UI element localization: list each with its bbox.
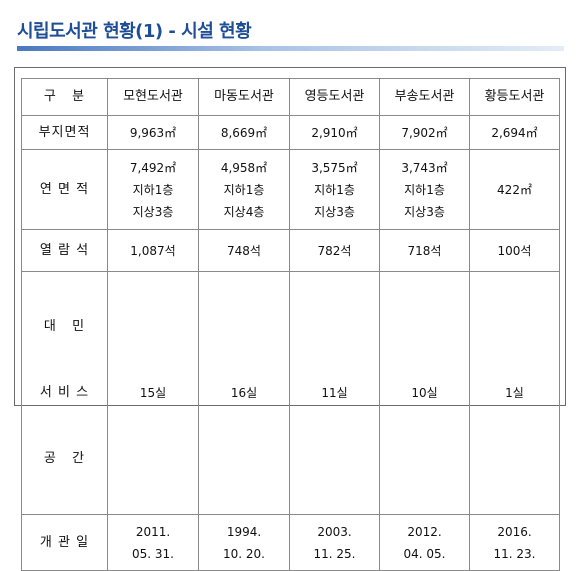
row-label-public-service-space: 대 민 서 비 스 공 간 xyxy=(21,271,108,515)
table-cell: 748석 xyxy=(198,229,290,272)
table-cell: 1994. 10. 20. xyxy=(198,514,290,571)
row-label-floor-area: 연 면 적 xyxy=(21,149,108,230)
cell-line: 9,963㎡ xyxy=(129,125,177,140)
table-cell: 422㎡ xyxy=(469,149,560,230)
cell-line: 4,958㎡ xyxy=(220,160,268,175)
cell-line: 지상4층 xyxy=(223,204,265,219)
table-cell: 16실 xyxy=(198,271,290,515)
corner-header: 구 분 xyxy=(21,78,108,116)
row-label-line: 개 관 일 xyxy=(39,534,90,550)
table-frame: 구 분 모현도서관 마동도서관 영등도서관 부송도서관 황등도서관 부지면적 9… xyxy=(14,67,566,571)
cell-line: 지하1층 xyxy=(223,182,265,197)
table-cell: 782석 xyxy=(289,229,380,272)
row-label-line: 열 람 석 xyxy=(39,242,90,258)
table-cell: 8,669㎡ xyxy=(198,115,290,150)
cell-line: 지상3층 xyxy=(132,204,174,219)
cell-line: 100석 xyxy=(497,243,532,258)
table-cell: 2003. 11. 25. xyxy=(289,514,380,571)
table-cell: 2016. 11. 23. xyxy=(469,514,560,571)
cell-line: 04. 05. xyxy=(403,546,446,561)
cell-line: 지하1층 xyxy=(132,182,174,197)
row-label-line: 부지면적 xyxy=(38,124,91,140)
table-row: 부지면적 9,963㎡ 8,669㎡ 2,910㎡ 7,902㎡ 2,694㎡ xyxy=(21,115,560,150)
row-label-reading-seats: 열 람 석 xyxy=(21,229,108,272)
cell-line: 지상3층 xyxy=(404,204,445,219)
cell-line: 1실 xyxy=(505,386,524,400)
table-header-row: 구 분 모현도서관 마동도서관 영등도서관 부송도서관 황등도서관 xyxy=(21,78,560,116)
cell-line: 8,669㎡ xyxy=(220,125,268,140)
table-row: 대 민 서 비 스 공 간 15실 16실 11실 10실 1실 xyxy=(21,271,560,515)
cell-line: 05. 31. xyxy=(132,546,174,561)
table-cell: 2011. 05. 31. xyxy=(107,514,199,571)
table-cell: 100석 xyxy=(469,229,560,272)
cell-line: 16실 xyxy=(230,386,258,400)
page-title: 시립도서관 현황(1) - 시설 현황 xyxy=(17,21,252,42)
header-library-madong: 마동도서관 xyxy=(198,78,290,116)
cell-line: 7,492㎡ xyxy=(129,160,177,175)
cell-line: 2003. xyxy=(317,524,352,539)
cell-line: 2,694㎡ xyxy=(491,125,538,140)
cell-line: 748석 xyxy=(227,243,261,258)
table-cell: 2012. 04. 05. xyxy=(379,514,470,571)
cell-line: 지하1층 xyxy=(404,182,445,197)
cell-line: 422㎡ xyxy=(497,182,532,197)
header-library-hwangdeung: 황등도서관 xyxy=(469,78,560,116)
cell-line: 1994. xyxy=(226,524,262,539)
cell-line: 10. 20. xyxy=(223,546,265,561)
table-cell: 10실 xyxy=(379,271,470,515)
table-cell: 3,575㎡ 지하1층 지상3층 xyxy=(289,149,380,230)
title-underline xyxy=(17,46,564,51)
table-row: 개 관 일 2011. 05. 31. 1994. 10. 20. 2003. … xyxy=(21,514,560,571)
header-library-yeongdeung: 영등도서관 xyxy=(289,78,380,116)
cell-line: 2011. xyxy=(135,524,171,539)
cell-line: 11. 25. xyxy=(313,546,356,561)
table-cell: 7,492㎡ 지하1층 지상3층 xyxy=(107,149,199,230)
row-label-line: 서 비 스 xyxy=(39,385,90,400)
cell-line: 2012. xyxy=(407,524,442,539)
row-label-site-area: 부지면적 xyxy=(21,115,108,150)
cell-line: 3,575㎡ xyxy=(311,160,358,175)
cell-line: 11. 23. xyxy=(493,546,536,561)
row-label-opening-date: 개 관 일 xyxy=(21,514,108,571)
header-library-mohyeon: 모현도서관 xyxy=(107,78,199,116)
table-cell: 2,910㎡ xyxy=(289,115,380,150)
row-label-line: 연 면 적 xyxy=(39,181,90,197)
cell-line: 1,087석 xyxy=(130,243,176,258)
facility-table: 구 분 모현도서관 마동도서관 영등도서관 부송도서관 황등도서관 부지면적 9… xyxy=(21,78,560,571)
table-row: 연 면 적 7,492㎡ 지하1층 지상3층 4,958㎡ 지하1층 지상4층 … xyxy=(21,149,560,230)
table-cell: 15실 xyxy=(107,271,199,515)
cell-line: 2016. xyxy=(497,524,532,539)
table-cell: 9,963㎡ xyxy=(107,115,199,150)
cell-line: 지하1층 xyxy=(314,182,355,197)
cell-line: 7,902㎡ xyxy=(401,125,448,140)
cell-line: 15실 xyxy=(139,386,167,400)
cell-line: 782석 xyxy=(317,243,352,258)
cell-line: 지상3층 xyxy=(314,204,355,219)
table-cell: 1,087석 xyxy=(107,229,199,272)
header-library-busong: 부송도서관 xyxy=(379,78,470,116)
row-label-line: 대 민 xyxy=(43,319,86,334)
cell-line: 11실 xyxy=(321,386,348,400)
table-cell: 7,902㎡ xyxy=(379,115,470,150)
cell-line: 10실 xyxy=(411,386,438,400)
table-cell: 11실 xyxy=(289,271,380,515)
cell-line: 718석 xyxy=(407,243,442,258)
table-cell: 1실 xyxy=(469,271,560,515)
row-label-line: 공 간 xyxy=(43,451,86,466)
table-row: 열 람 석 1,087석 748석 782석 718석 100석 xyxy=(21,229,560,272)
table-cell: 4,958㎡ 지하1층 지상4층 xyxy=(198,149,290,230)
cell-line: 3,743㎡ xyxy=(401,160,448,175)
table-cell: 718석 xyxy=(379,229,470,272)
cell-line: 2,910㎡ xyxy=(311,125,358,140)
table-cell: 2,694㎡ xyxy=(469,115,560,150)
table-cell: 3,743㎡ 지하1층 지상3층 xyxy=(379,149,470,230)
